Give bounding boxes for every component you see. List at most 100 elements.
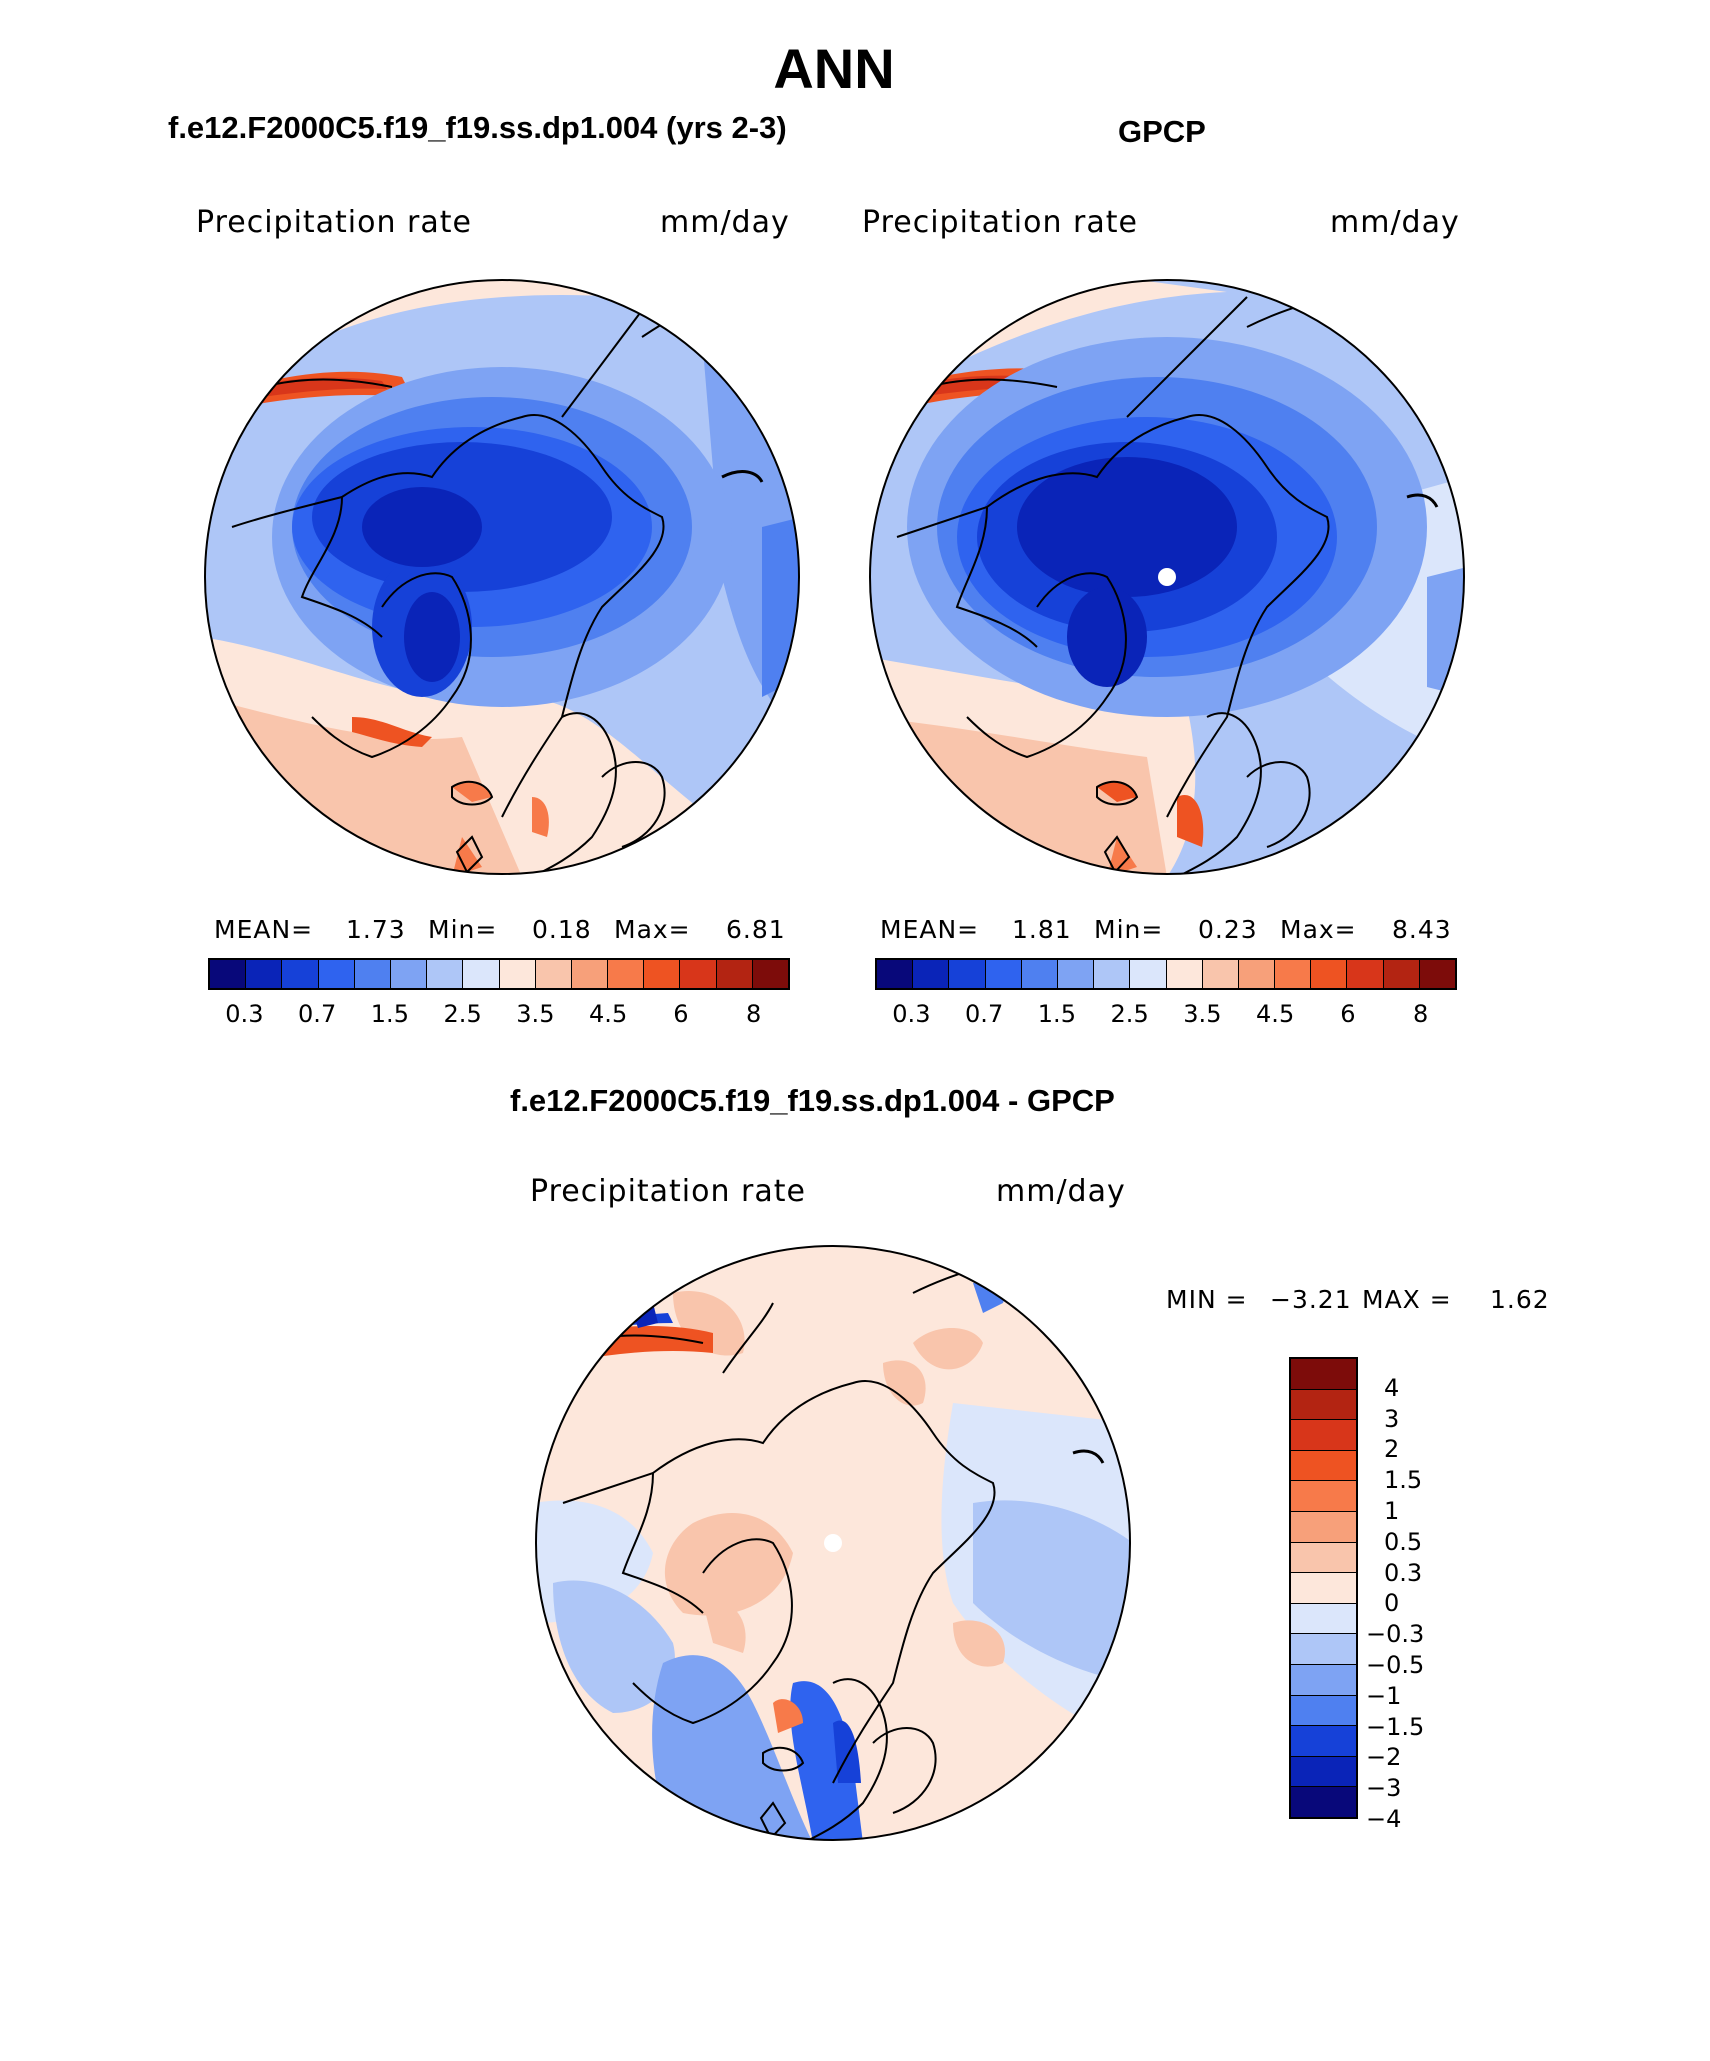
obs-pole-marker-icon: [1158, 568, 1176, 586]
obs-colorbar-tick-label: 0.7: [965, 1000, 1004, 1028]
diff-colorbar-ticks: 4 3 2 1.5 1 0.5 0.3 0 −0.3 −0.5 −1 −1.5 −2 −3 −4: [1366, 1357, 1486, 1833]
obs-colorbar-tick-label: 4.5: [1256, 1000, 1295, 1028]
diff-pole-marker-icon: [824, 1534, 842, 1552]
obs-polar-map: [869, 279, 1465, 875]
model-colorbar-box: [318, 960, 355, 988]
model-min-label: Min=: [428, 915, 498, 944]
model-colorbar-box: [354, 960, 391, 988]
obs-colorbar-box: [1057, 960, 1095, 988]
model-colorbar-box: [427, 960, 464, 988]
obs-colorbar: [875, 958, 1457, 990]
obs-colorbar-tick-label: 2.5: [1110, 1000, 1149, 1028]
model-colorbar-tick-label: 6: [673, 1000, 689, 1028]
model-variable-label: Precipitation rate: [196, 205, 472, 240]
diff-units-label: mm/day: [996, 1174, 1126, 1209]
diff-colorbar-box: [1291, 1726, 1356, 1757]
obs-colorbar-box: [1094, 960, 1131, 988]
model-colorbar-box: [608, 960, 645, 988]
model-colorbar-box: [463, 960, 500, 988]
diff-min-label: MIN =: [1166, 1285, 1248, 1314]
model-colorbar-box: [716, 960, 753, 988]
model-colorbar: [208, 958, 790, 990]
model-colorbar-tick-label: 3.5: [516, 1000, 555, 1028]
model-colorbar-box: [282, 960, 319, 988]
diff-colorbar-tick-label: −3: [1366, 1774, 1402, 1803]
model-max-label: Max=: [614, 915, 691, 944]
obs-colorbar-box: [1275, 960, 1312, 988]
obs-colorbar-tick-label: 3.5: [1183, 1000, 1222, 1028]
obs-mean-label: MEAN=: [880, 915, 980, 944]
model-min-value: 0.18: [532, 915, 592, 944]
diff-colorbar-tick-label: 1: [1384, 1496, 1400, 1525]
obs-colorbar-box: [985, 960, 1022, 988]
obs-colorbar-box: [913, 960, 950, 988]
diff-colorbar-box: [1291, 1695, 1356, 1727]
diff-min-value: −3.21: [1270, 1285, 1352, 1314]
obs-colorbar-box: [877, 960, 914, 988]
obs-colorbar-tick-label: 0.3: [892, 1000, 931, 1028]
obs-colorbar-box: [949, 960, 986, 988]
model-max-value: 6.81: [726, 915, 786, 944]
diff-colorbar-box: [1291, 1542, 1356, 1574]
diff-colorbar-box: [1291, 1603, 1356, 1635]
diff-max-label: MAX =: [1362, 1285, 1452, 1314]
obs-variable-label: Precipitation rate: [862, 205, 1138, 240]
diff-polar-map: [535, 1245, 1131, 1841]
obs-colorbar-box: [1383, 960, 1420, 988]
diff-colorbar-box: [1291, 1511, 1356, 1543]
model-colorbar-box: [499, 960, 536, 988]
diff-colorbar-tick-label: 2: [1384, 1435, 1400, 1464]
obs-colorbar-box: [1166, 960, 1203, 988]
model-mean-value: 1.73: [346, 915, 406, 944]
obs-max-value: 8.43: [1392, 915, 1452, 944]
model-colorbar-tick-label: 0.3: [225, 1000, 264, 1028]
diff-colorbar-tick-label: 0.5: [1384, 1527, 1423, 1556]
model-colorbar-box: [752, 960, 788, 988]
diff-colorbar-tick-label: 1.5: [1384, 1466, 1423, 1495]
model-colorbar-box: [680, 960, 717, 988]
obs-max-label: Max=: [1280, 915, 1357, 944]
diff-colorbar-box: [1291, 1389, 1356, 1421]
diff-colorbar-tick-label: 0: [1384, 1589, 1400, 1618]
obs-min-value: 0.23: [1198, 915, 1258, 944]
model-colorbar-tick-label: 0.7: [298, 1000, 337, 1028]
model-colorbar-box: [644, 960, 681, 988]
obs-colorbar-tick-label: 8: [1412, 1000, 1429, 1028]
obs-colorbar-box: [1311, 960, 1348, 988]
obs-mean-value: 1.81: [1012, 915, 1072, 944]
diff-colorbar-box: [1291, 1664, 1356, 1696]
diff-colorbar-tick-label: −0.5: [1366, 1650, 1425, 1679]
obs-colorbar-box: [1419, 960, 1455, 988]
obs-colorbar-box: [1238, 960, 1276, 988]
diff-colorbar-box: [1291, 1359, 1356, 1390]
diff-variable-label: Precipitation rate: [530, 1174, 806, 1209]
obs-colorbar-box: [1347, 960, 1384, 988]
obs-colorbar-box: [1130, 960, 1167, 988]
model-colorbar-tick-label: 8: [745, 1000, 762, 1028]
model-mean-label: MEAN=: [214, 915, 314, 944]
model-colorbar-tick-label: 4.5: [589, 1000, 628, 1028]
model-colorbar-box: [571, 960, 609, 988]
diff-colorbar-box: [1291, 1450, 1356, 1482]
diff-colorbar-box: [1291, 1634, 1356, 1665]
obs-colorbar-box: [1202, 960, 1239, 988]
model-colorbar-box: [210, 960, 247, 988]
obs-min-label: Min=: [1094, 915, 1164, 944]
diff-colorbar-tick-label: −4: [1366, 1805, 1402, 1833]
model-colorbar-ticks: 0.3 0.7 1.5 2.5 3.5 4.5 6 8: [208, 1000, 790, 1030]
diff-colorbar-tick-label: −0.3: [1366, 1620, 1425, 1649]
obs-panel-title: GPCP: [1118, 114, 1206, 149]
model-colorbar-tick-label: 2.5: [443, 1000, 482, 1028]
model-colorbar-box: [535, 960, 572, 988]
obs-colorbar-box: [1021, 960, 1058, 988]
diff-colorbar-box: [1291, 1787, 1356, 1817]
diff-colorbar-box: [1291, 1756, 1356, 1788]
obs-colorbar-tick-label: 6: [1340, 1000, 1356, 1028]
diff-colorbar-tick-label: −1.5: [1366, 1712, 1425, 1741]
diff-colorbar: [1289, 1357, 1358, 1819]
obs-units-label: mm/day: [1330, 205, 1460, 240]
diff-colorbar-box: [1291, 1420, 1356, 1451]
diff-max-value: 1.62: [1490, 1285, 1550, 1314]
diff-colorbar-tick-label: 3: [1384, 1404, 1400, 1433]
diff-colorbar-tick-label: 0.3: [1384, 1558, 1423, 1587]
